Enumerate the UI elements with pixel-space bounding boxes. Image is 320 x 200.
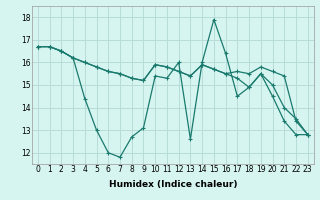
X-axis label: Humidex (Indice chaleur): Humidex (Indice chaleur)	[108, 180, 237, 189]
